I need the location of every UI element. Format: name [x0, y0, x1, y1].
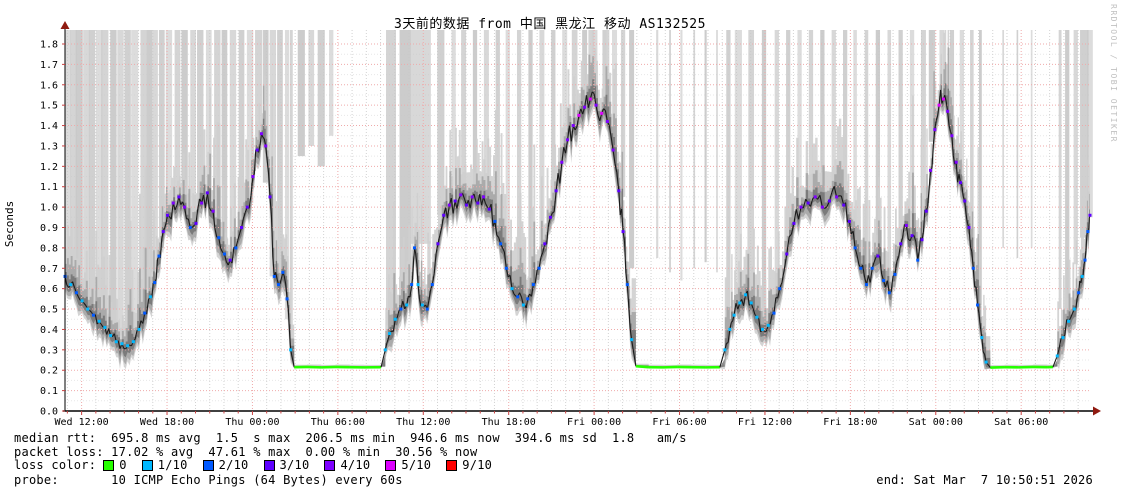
svg-text:Thu 12:00: Thu 12:00	[396, 417, 450, 428]
svg-text:1.8: 1.8	[40, 40, 58, 51]
svg-text:0.6: 0.6	[40, 284, 58, 295]
svg-text:0.8: 0.8	[40, 243, 58, 254]
svg-text:1.6: 1.6	[40, 80, 58, 91]
loss-legend-item-label: 5/10	[401, 458, 432, 472]
loss-legend-item: 0	[103, 458, 126, 472]
svg-text:0.3: 0.3	[40, 345, 58, 356]
svg-text:Fri 12:00: Fri 12:00	[738, 417, 792, 428]
loss-legend-item: 1/10	[141, 458, 188, 472]
svg-text:Thu 06:00: Thu 06:00	[311, 417, 365, 428]
graph-title: 3天前的数据 from 中国 黑龙江 移动 AS132525	[394, 17, 706, 32]
smokeping-chart: 0.0 0.1 0.2 0.3 0.4 0.5 0.6 0.7 0.8 0.9 1.0 1.1 1.2 1…	[3, 21, 1101, 428]
svg-text:1.0: 1.0	[40, 203, 58, 214]
loss-color-swatch	[263, 459, 275, 471]
loss-legend-item: 4/10	[324, 458, 370, 472]
loss-legend-label: loss color:	[14, 458, 97, 472]
svg-text:0.4: 0.4	[40, 325, 58, 336]
svg-text:1.5: 1.5	[40, 101, 58, 112]
loss-color-swatch	[141, 459, 153, 471]
loss-legend-item-label: 0	[119, 458, 127, 472]
svg-text:Fri 00:00: Fri 00:00	[567, 417, 621, 428]
loss-legend-item-label: 3/10	[279, 458, 310, 472]
end-timestamp: end: Sat Mar 7 10:50:51 2026	[876, 473, 1093, 487]
loss-color-swatch	[446, 459, 458, 471]
svg-text:Sat 06:00: Sat 06:00	[994, 417, 1048, 428]
loss-legend-item-label: 9/10	[462, 458, 493, 472]
svg-text:Thu 00:00: Thu 00:00	[225, 417, 279, 428]
svg-text:1.3: 1.3	[40, 141, 58, 152]
svg-text:1.1: 1.1	[40, 182, 58, 193]
loss-color-swatch	[103, 459, 115, 471]
svg-text:Wed 18:00: Wed 18:00	[140, 417, 194, 428]
svg-text:Wed 12:00: Wed 12:00	[55, 417, 109, 428]
loss-legend-item: 2/10	[202, 458, 249, 472]
svg-text:Fri 18:00: Fri 18:00	[823, 417, 877, 428]
svg-text:1.7: 1.7	[40, 60, 58, 71]
median-rtt-stats: median rtt: 695.8 ms avg 1.5 s max 206.5…	[14, 431, 687, 445]
loss-legend-item-label: 4/10	[340, 458, 371, 472]
loss-legend-items: 0 1/10 2/10 3/10 4/10 5/10 9/10	[96, 458, 492, 472]
packet-loss-stats: packet loss: 17.02 % avg 47.61 % max 0.0…	[14, 445, 478, 459]
rrdtool-watermark: RRDTOOL / TOBI OETIKER	[1109, 4, 1118, 143]
loss-color-legend: loss color: 0 1/10 2/10 3/10 4/10 5/10 9/10	[14, 458, 492, 472]
svg-text:Thu 18:00: Thu 18:00	[482, 417, 536, 428]
svg-text:0.0: 0.0	[40, 407, 58, 418]
svg-text:0.9: 0.9	[40, 223, 58, 234]
svg-text:1.4: 1.4	[40, 121, 58, 132]
loss-legend-item-label: 2/10	[218, 458, 249, 472]
loss-color-swatch	[385, 459, 397, 471]
svg-text:0.5: 0.5	[40, 305, 58, 316]
svg-text:0.2: 0.2	[40, 366, 58, 377]
probe-info: probe: 10 ICMP Echo Pings (64 Bytes) eve…	[14, 473, 403, 487]
loss-legend-item: 9/10	[446, 458, 492, 472]
loss-legend-item: 3/10	[263, 458, 310, 472]
svg-text:Fri 06:00: Fri 06:00	[652, 417, 706, 428]
svg-text:Seconds: Seconds	[3, 201, 16, 247]
loss-color-swatch	[202, 459, 214, 471]
svg-text:Sat 00:00: Sat 00:00	[909, 417, 963, 428]
loss-legend-item-label: 1/10	[157, 458, 188, 472]
svg-text:0.7: 0.7	[40, 264, 58, 275]
svg-text:0.1: 0.1	[40, 386, 58, 397]
svg-text:1.2: 1.2	[40, 162, 58, 173]
loss-legend-item: 5/10	[385, 458, 431, 472]
loss-color-swatch	[324, 459, 336, 471]
